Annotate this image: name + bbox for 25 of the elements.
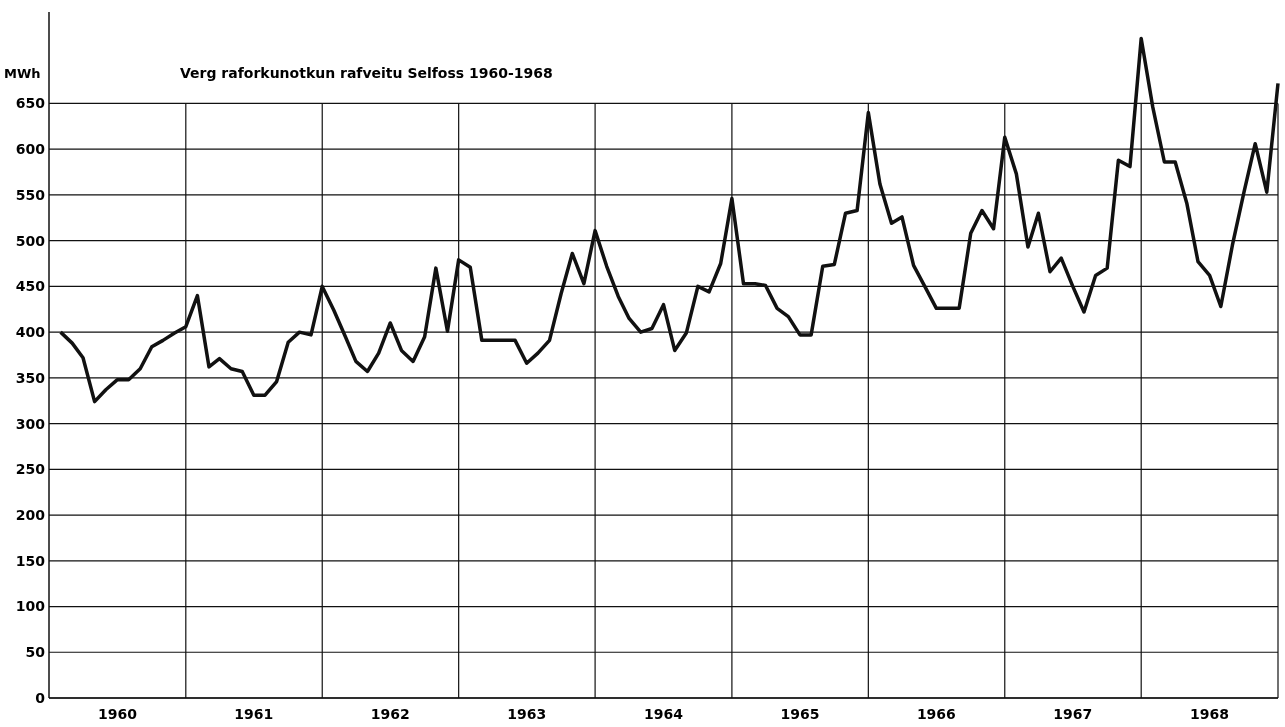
x-tick-label: 1960 <box>97 706 138 722</box>
x-tick-label: 1967 <box>1053 706 1093 722</box>
x-tick-label: 1962 <box>370 706 410 722</box>
y-tick-label: 650 <box>15 95 46 112</box>
x-tick-label: 1965 <box>780 706 820 722</box>
y-tick-label: 550 <box>15 186 46 203</box>
y-tick-label: 100 <box>15 598 46 615</box>
y-tick-label: 50 <box>25 644 46 661</box>
y-tick-label: 200 <box>15 506 46 523</box>
text: Verg raforkunotkun rafveitu Selfoss 1960-1968 <box>180 65 553 81</box>
y-tick-label: 400 <box>15 324 46 341</box>
y-tick-label: 600 <box>15 141 46 158</box>
x-tick-label: 1963 <box>507 706 547 722</box>
y-tick-label: 150 <box>15 552 46 569</box>
y-tick-label: 350 <box>15 369 46 386</box>
y-tick-label: 250 <box>15 461 46 478</box>
x-tick-label: 1964 <box>644 706 684 722</box>
y-tick-label: 450 <box>15 278 46 295</box>
x-tick-label: 1961 <box>234 706 274 722</box>
x-tick-label: 1968 <box>1190 706 1230 722</box>
y-tick-label: 0 <box>35 689 46 706</box>
x-tick-label: 1966 <box>916 706 956 722</box>
y-tick-label: 300 <box>15 415 46 432</box>
y-tick-label: 500 <box>15 232 46 249</box>
y-axis-title: MWh <box>4 66 41 81</box>
